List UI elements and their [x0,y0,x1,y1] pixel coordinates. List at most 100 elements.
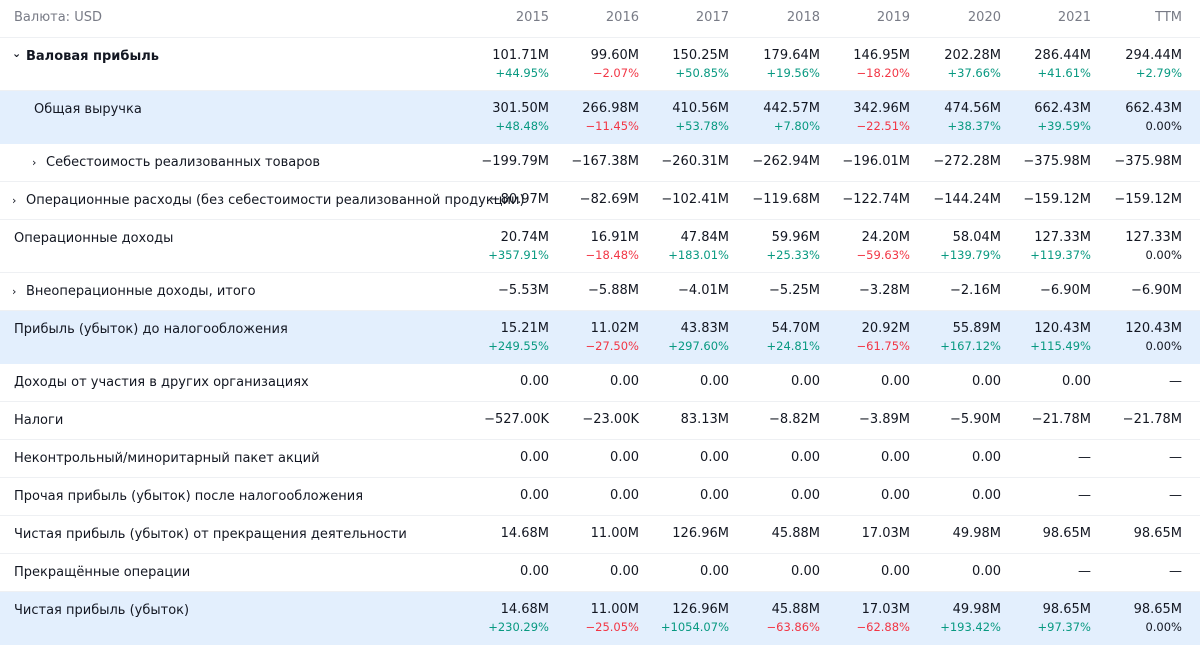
value-text: −3.89M [858,412,910,427]
value-text: 11.00M [590,602,639,617]
percent-change: +41.61% [1037,66,1092,80]
value-text: −2.16M [949,283,1001,298]
value-text: 59.96M [771,230,820,245]
value-text: 0.00 [700,564,729,579]
chevron-down-icon[interactable]: ⌄ [12,47,22,60]
value-text: −272.28M [933,154,1001,169]
value-text: 150.25M [672,48,729,63]
value-cell: −260.31M [661,154,729,170]
value-cell: −21.78M [1032,412,1091,428]
percent-change: −2.07% [592,66,639,80]
value-cell: 0.00 [520,374,549,390]
value-cell: 98.65M 0.00% [1134,602,1182,635]
value-cell: −159.12M [1114,192,1182,208]
value-text: 0.00 [791,564,820,579]
value-cell: −122.74M [842,192,910,208]
value-text: 0.00 [520,374,549,389]
value-text: 0.00 [881,488,910,503]
row-label-text: Внеоперационные доходы, итого [26,284,256,299]
value-cell: 126.96M [672,526,729,542]
value-text: −80.97M [489,192,549,207]
value-text: −527.00K [484,412,549,427]
row-label[interactable]: ⌄ Валовая прибыль [12,47,159,64]
value-text: −102.41M [661,192,729,207]
value-text: 16.91M [590,230,639,245]
row-label: Прибыль (убыток) до налогообложения [14,322,288,337]
value-cell: −5.25M [769,283,820,299]
value-text: 0.00 [520,450,549,465]
value-cell: 58.04M +139.79% [940,230,1001,263]
value-text: 0.00 [791,374,820,389]
value-text: 43.83M [680,321,729,336]
row-label[interactable]: › Внеоперационные доходы, итого [12,284,256,299]
percent-change: +357.91% [488,248,549,262]
value-cell: 14.68M [501,526,549,542]
percent-change: +230.29% [488,620,549,634]
value-cell: 0.00 [972,450,1001,466]
value-text: 662.43M [1125,101,1182,116]
percent-change: −62.88% [856,620,911,634]
value-cell: 101.71M +44.95% [492,48,549,81]
row-label[interactable]: › Себестоимость реализованных товаров [32,155,320,170]
table-row[interactable]: › Себестоимость реализованных товаров −199… [0,144,1200,182]
value-text: 126.96M [672,526,729,541]
year-header-2021: 2021 [1057,10,1091,25]
value-cell: −21.78M [1123,412,1182,428]
percent-change: +19.56% [766,66,821,80]
currency-label: Валюта: USD [14,10,102,25]
chevron-right-icon[interactable]: › [12,285,17,298]
percent-change: −25.05% [585,620,640,634]
value-cell: −6.90M [1040,283,1091,299]
value-cell: 45.88M [772,526,820,542]
value-cell: 98.65M [1043,526,1091,542]
value-cell: 0.00 [520,564,549,580]
row-label-text: Себестоимость реализованных товаров [46,155,321,170]
value-cell: 286.44M +41.61% [1034,48,1091,81]
percent-change: +39.59% [1037,119,1092,133]
value-text: — [1169,488,1182,503]
value-text: 45.88M [771,602,820,617]
value-text: 120.43M [1125,321,1182,336]
value-text: — [1169,450,1182,465]
value-cell: 0.00 [520,488,549,504]
value-cell: 662.43M 0.00% [1125,101,1182,134]
row-label: Чистая прибыль (убыток) от прекращения д… [14,527,407,542]
value-text: 45.88M [771,526,820,541]
percent-change: −18.48% [585,248,640,262]
value-cell: 98.65M [1134,526,1182,542]
percent-change: +139.79% [940,248,1001,262]
table-row[interactable]: ⌄ Валовая прибыль 101.71M +44.95% 99.60M −2.0… [0,38,1200,91]
value-text: 20.74M [500,230,549,245]
percent-change: +119.37% [1030,248,1091,262]
table-row[interactable]: › Внеоперационные доходы, итого −5.53M −5.8… [0,273,1200,311]
value-cell: −3.89M [859,412,910,428]
value-text: — [1169,374,1182,389]
value-text: 54.70M [771,321,820,336]
percent-change: +183.01% [668,248,729,262]
value-text: 49.98M [952,526,1001,541]
percent-change: +7.80% [773,119,820,133]
table-row[interactable]: › Операционные расходы (без себестоимости… [0,182,1200,220]
value-cell: −4.01M [678,283,729,299]
value-cell: — [1078,450,1091,466]
value-cell: 0.00 [610,564,639,580]
value-text: 286.44M [1034,48,1091,63]
row-label-text: Чистая прибыль (убыток) [14,603,190,618]
row-label-text: Операционные доходы [14,231,174,246]
chevron-right-icon[interactable]: › [32,156,37,169]
value-cell: 202.28M +37.66% [944,48,1001,81]
value-text: 0.00 [881,564,910,579]
percent-change: +48.48% [495,119,550,133]
value-cell: 0.00 [700,564,729,580]
row-label[interactable]: › Операционные расходы (без себестоимости… [12,193,525,208]
value-text: −375.98M [1023,154,1091,169]
percent-change: +167.12% [940,339,1001,353]
percent-change: 0.00% [1145,339,1182,353]
value-cell: 0.00 [972,564,1001,580]
value-text: −159.12M [1114,192,1182,207]
value-text: 146.95M [853,48,910,63]
value-text: 120.43M [1034,321,1091,336]
chevron-right-icon[interactable]: › [12,194,17,207]
value-cell: 0.00 [972,488,1001,504]
